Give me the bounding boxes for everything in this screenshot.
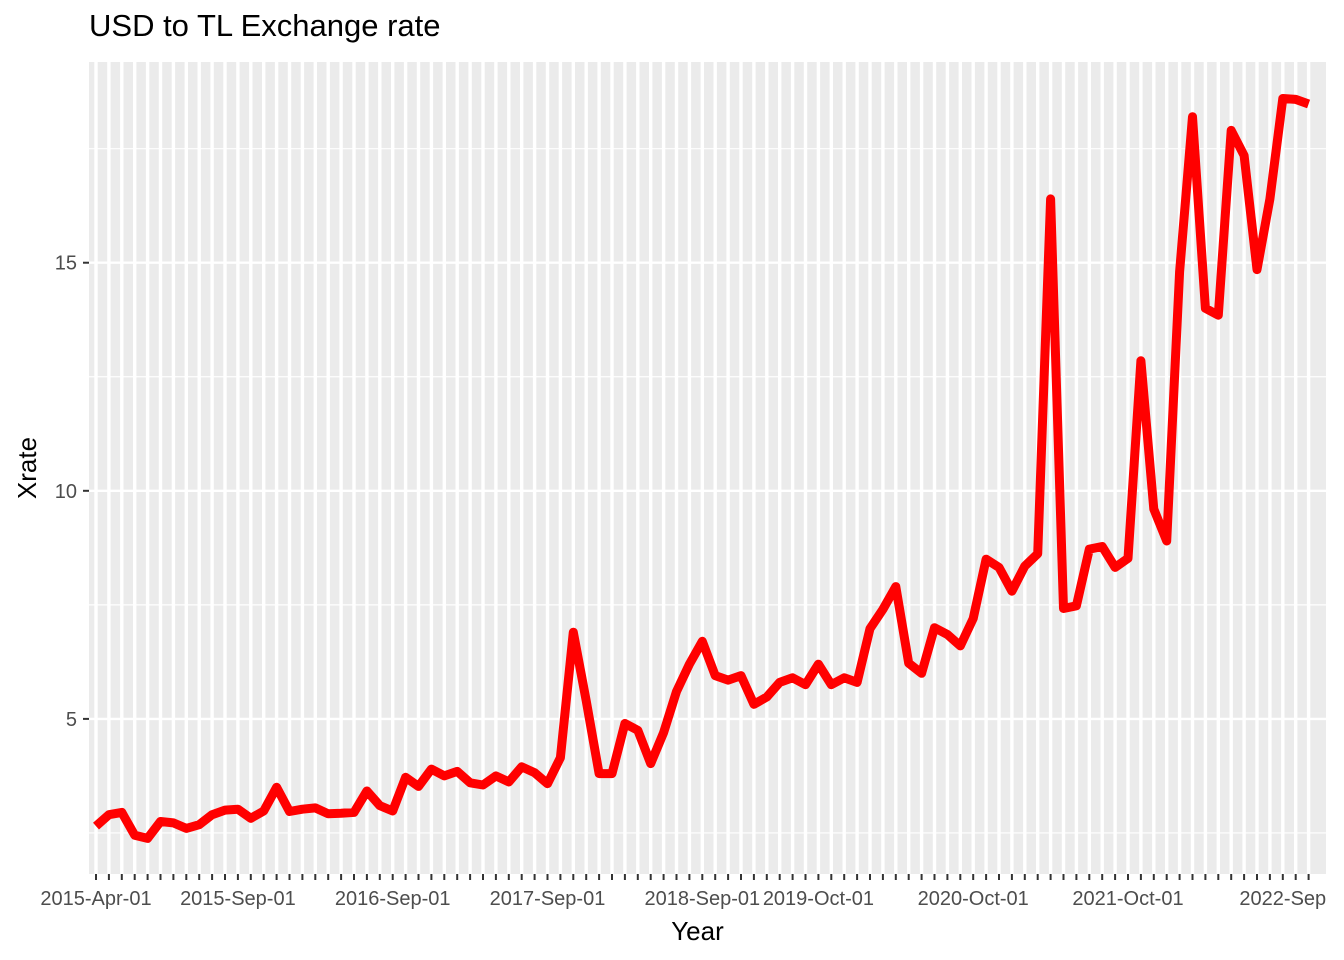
series-line bbox=[93, 94, 1311, 843]
x-tick-label: 2015-Sep-01 bbox=[180, 888, 296, 910]
x-tick-label: 2015-Apr-01 bbox=[40, 888, 151, 910]
x-axis-title: Year bbox=[671, 916, 724, 946]
x-tick-label: 2021-Oct-01 bbox=[1072, 888, 1183, 910]
x-tick-label: 2022-Sep bbox=[1239, 888, 1326, 910]
y-tick-label: 10 bbox=[55, 481, 77, 503]
x-tick-label: 2017-Sep-01 bbox=[490, 888, 606, 910]
chart-title: USD to TL Exchange rate bbox=[89, 8, 441, 43]
x-tick-label: 2018-Sep-01 bbox=[644, 888, 760, 910]
x-tick-label: 2020-Oct-01 bbox=[918, 888, 1029, 910]
y-tick-label: 5 bbox=[66, 709, 77, 731]
plot-panel bbox=[89, 62, 1326, 874]
x-tick-label: 2019-Oct-01 bbox=[763, 888, 874, 910]
x-tick-label: 2016-Sep-01 bbox=[335, 888, 451, 910]
y-axis-title: Xrate bbox=[12, 437, 42, 499]
y-tick-label: 15 bbox=[55, 253, 77, 275]
